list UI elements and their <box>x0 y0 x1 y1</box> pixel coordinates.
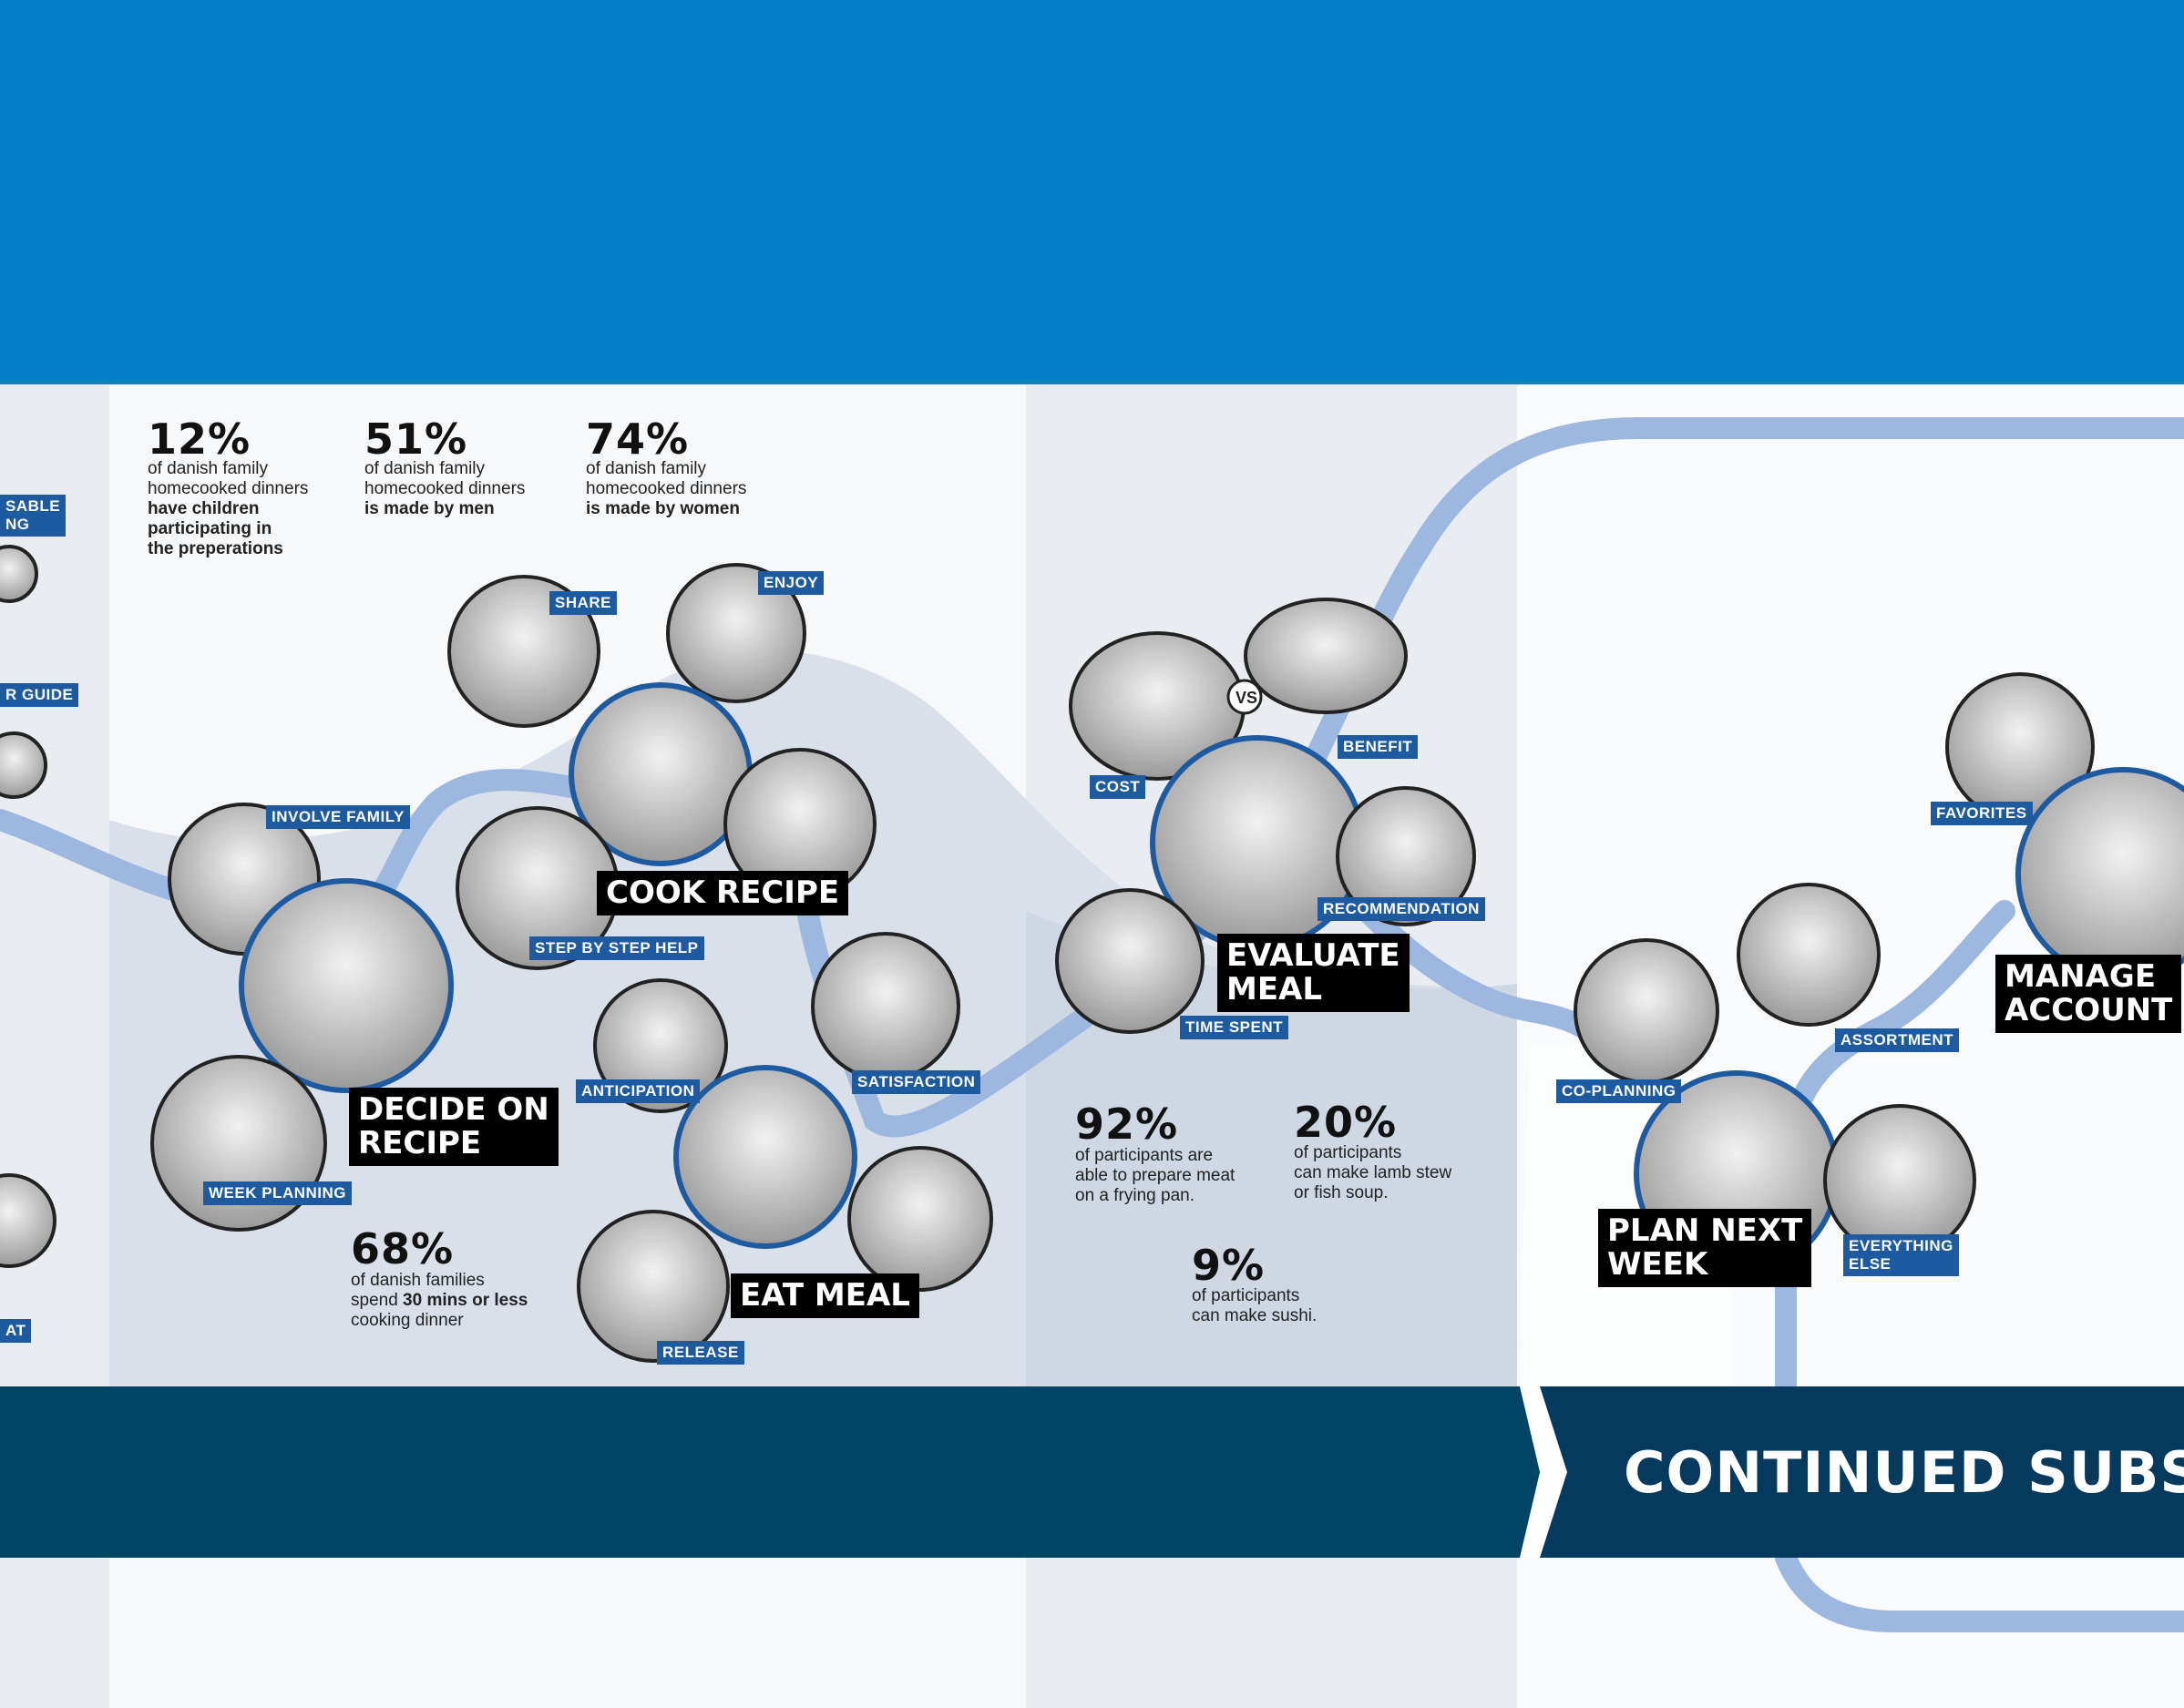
illustration-decide <box>239 878 454 1093</box>
stage-arrow-bar <box>1517 1386 2184 1558</box>
stat-51-text: of danish family homecooked dinners is mad… <box>364 459 526 518</box>
illustration-enjoy <box>666 563 806 703</box>
title-manage-account: MANAGE ACCOUNT <box>1995 955 2182 1033</box>
stage-bar <box>0 1386 1517 1558</box>
tag-enjoy: ENJOY <box>758 571 825 595</box>
stat-51-value: 51% <box>364 414 468 464</box>
svg-text:VS: VS <box>1236 689 1257 707</box>
top-band <box>0 0 2184 384</box>
tag-everything-else: EVERYTHING ELSE <box>1843 1234 1959 1276</box>
illustration-release <box>577 1210 730 1363</box>
tag-satisfaction: SATISFACTION <box>852 1070 981 1094</box>
tag-benefit: BENEFIT <box>1338 735 1419 759</box>
stat-9-value: 9% <box>1192 1241 1266 1290</box>
illustration-sable <box>0 545 38 603</box>
illustration-eat <box>673 1065 857 1249</box>
title-evaluate-meal: EVALUATE MEAL <box>1217 934 1410 1012</box>
stat-20-value: 20% <box>1294 1098 1398 1147</box>
illustration-anticipation <box>593 978 728 1113</box>
stat-92-value: 92% <box>1075 1099 1179 1149</box>
tag-week-planning: WEEK PLANNING <box>203 1181 352 1205</box>
stat-74-value: 74% <box>586 414 690 464</box>
tag-at: AT <box>0 1319 32 1343</box>
illustration-benefit <box>1244 598 1408 714</box>
tag-favorites: FAVORITES <box>1931 802 2033 825</box>
stat-12-text: of danish family homecooked dinners have c… <box>148 459 309 558</box>
tag-co-planning: CO-PLANNING <box>1556 1079 1682 1103</box>
title-decide-on-recipe: DECIDE ON RECIPE <box>349 1088 559 1166</box>
tag-release: RELEASE <box>657 1341 744 1365</box>
tag-time-spent: TIME SPENT <box>1180 1016 1289 1039</box>
stat-68-value: 68% <box>351 1224 455 1273</box>
tag-share: SHARE <box>549 591 618 615</box>
stage-label: CONTINUED SUBSC <box>1624 1439 2184 1506</box>
tag-anticipation: ANTICIPATION <box>576 1079 701 1103</box>
illustration-recommendation <box>1336 786 1476 926</box>
illustration-at <box>0 1173 56 1268</box>
illustration-time <box>1055 888 1205 1034</box>
stat-20-text: of participants can make lamb stew or fi… <box>1294 1143 1452 1202</box>
title-plan-next-week: PLAN NEXT WEEK <box>1598 1209 1812 1287</box>
illustration-guide <box>0 731 47 799</box>
stat-9-text: of participants can make sushi. <box>1192 1286 1318 1325</box>
tag-recommendation: RECOMMENDATION <box>1318 897 1485 921</box>
tag-assortment: ASSORTMENT <box>1835 1028 1959 1052</box>
stat-74-text: of danish family homecooked dinners is mad… <box>586 459 747 518</box>
title-eat-meal: EAT MEAL <box>731 1273 919 1318</box>
tag-cost: COST <box>1090 775 1146 799</box>
illustration-smile <box>847 1146 993 1292</box>
tag-guide: R GUIDE <box>0 683 79 707</box>
tag-involve-family: INVOLVE FAMILY <box>266 805 410 829</box>
title-cook-recipe: COOK RECIPE <box>597 871 849 915</box>
stat-68-text: of danish families spend 30 mins or less c… <box>351 1271 528 1330</box>
tag-sable: SABLE NG <box>0 495 67 537</box>
tag-step-by-step: STEP BY STEP HELP <box>529 936 704 960</box>
stat-12-value: 12% <box>148 414 251 464</box>
illustration-assortment <box>1737 883 1881 1027</box>
stat-92-text: of participants are able to prepare meat… <box>1075 1146 1236 1205</box>
